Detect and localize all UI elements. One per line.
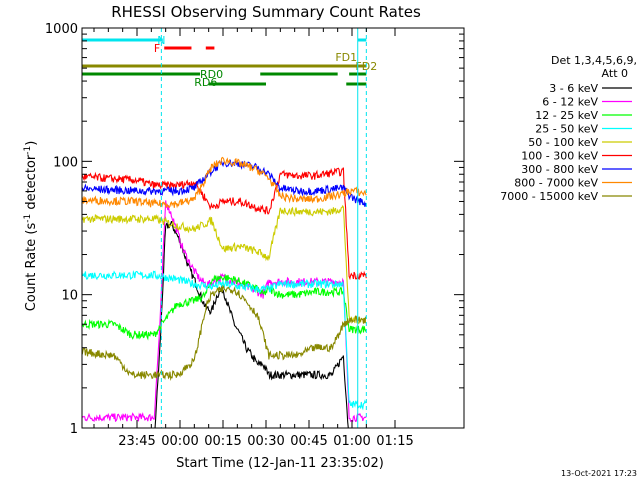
legend-header-line-2: Att 0 xyxy=(602,67,628,80)
y-tick-label-0: 1 xyxy=(70,422,78,437)
x-axis-label: Start Time (12-Jan-11 23:35:02) xyxy=(176,456,384,471)
series-line-4 xyxy=(82,204,367,325)
legend-label-6: 300 - 800 keV xyxy=(521,163,598,176)
legend-label-0: 3 - 6 keV xyxy=(549,82,598,95)
series-line-5 xyxy=(82,167,367,281)
series-line-3 xyxy=(82,270,367,411)
chart-title: RHESSI Observing Summary Count Rates xyxy=(111,3,421,21)
y-axis-label: Count Rate (s-1 detector-1) xyxy=(23,141,39,312)
plot-frame xyxy=(81,27,465,429)
x-tick-label-0: 23:45 xyxy=(118,434,155,449)
y-axis-label-sup-2: -1 xyxy=(23,146,33,155)
x-tick-label-4: 00:45 xyxy=(290,434,327,449)
x-axis-label-text: Start Time (12-Jan-11 23:35:02) xyxy=(176,456,384,471)
y-axis-label-part-2: detector xyxy=(24,154,39,214)
y-axis-label-sup-1: -1 xyxy=(23,214,33,223)
flag-label-rd6: RD6 xyxy=(194,76,217,89)
legend-label-5: 100 - 300 keV xyxy=(521,150,598,163)
legend-label-2: 12 - 25 keV xyxy=(535,109,598,122)
flag-label-fd1: FD1 xyxy=(335,51,357,64)
legend-label-8: 7000 - 15000 keV xyxy=(500,190,598,203)
x-tick-label-6: 01:15 xyxy=(376,434,413,449)
x-tick-label-3: 00:30 xyxy=(247,434,284,449)
series-line-2 xyxy=(82,273,367,341)
y-tick-label-2: 100 xyxy=(53,155,78,170)
x-tick-label-1: 00:00 xyxy=(161,434,198,449)
series-lines xyxy=(82,156,367,428)
x-tick-label-5: 01:00 xyxy=(333,434,370,449)
y-axis-label-part-3: ) xyxy=(24,141,39,146)
flag-label-f: F xyxy=(154,42,160,55)
y-axis-label-part-1: Count Rate (s xyxy=(24,223,39,312)
series-line-7 xyxy=(82,156,367,209)
y-axis-ticks: 1 10 100 1000 xyxy=(45,22,464,437)
footer-timestamp: 13-Oct-2021 17:23 xyxy=(561,469,637,478)
legend-label-7: 800 - 7000 keV xyxy=(514,177,598,190)
legend-label-3: 25 - 50 keV xyxy=(535,123,598,136)
x-axis-ticks: 23:45 00:00 00:15 00:30 00:45 01:00 01:15 xyxy=(93,28,414,449)
legend-header-line-1: Det 1,3,4,5,6,9, xyxy=(551,54,637,67)
vertical-markers xyxy=(160,28,367,428)
y-tick-label-3: 1000 xyxy=(45,22,78,37)
legend-label-1: 6 - 12 keV xyxy=(542,96,598,109)
x-tick-label-2: 00:15 xyxy=(204,434,241,449)
flag-label-rd0: RD0 xyxy=(200,68,223,81)
legend-label-4: 50 - 100 keV xyxy=(528,136,598,149)
series-line-0 xyxy=(154,221,349,428)
flag-label-n: N xyxy=(157,34,165,47)
series-line-8 xyxy=(82,284,367,381)
y-tick-label-1: 10 xyxy=(61,289,78,304)
